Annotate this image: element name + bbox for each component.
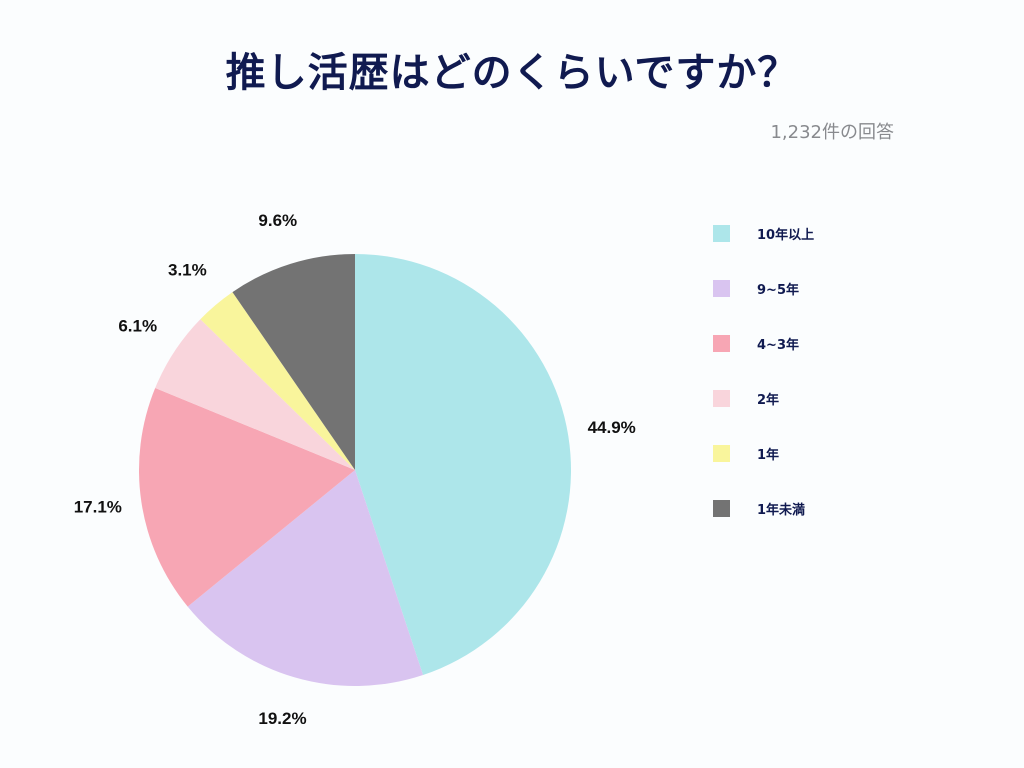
data-label: 6.1% [118, 317, 157, 336]
legend-label: 2年 [757, 393, 780, 408]
data-label: 9.6% [258, 211, 297, 230]
legend-item-9-5-years: 9~5年 [713, 261, 814, 316]
legend-swatch [713, 390, 730, 407]
legend-item-1-year: 1年 [713, 426, 814, 481]
data-label: 3.1% [168, 261, 207, 280]
legend-swatch [713, 500, 730, 517]
legend-item-under-1-year: 1年未満 [713, 481, 814, 536]
slice-2-years [155, 319, 355, 470]
legend-swatch [713, 225, 730, 242]
chart-title: 推し活歴はどのくらいですか？ [225, 50, 799, 96]
slice-10-plus-years [355, 254, 572, 676]
data-label: 44.9% [588, 418, 636, 437]
response-count: 1,232件の回答 [770, 122, 894, 143]
slice-1-year [200, 292, 355, 470]
data-label: 17.1% [74, 498, 122, 517]
legend-item-10-plus-years: 10年以上 [713, 206, 814, 261]
slice-9-5-years [187, 470, 424, 686]
legend-swatch [713, 445, 730, 462]
legend: 10年以上 9~5年 4~3年 2年 1年 1年未満 [713, 206, 814, 536]
legend-label: 9~5年 [757, 283, 799, 298]
slice-4-3-years [139, 387, 355, 607]
legend-label: 1年 [757, 448, 780, 463]
legend-label: 1年未満 [757, 503, 806, 518]
data-label: 19.2% [258, 709, 306, 728]
legend-label: 10年以上 [757, 228, 815, 243]
legend-swatch [713, 335, 730, 352]
legend-item-4-3-years: 4~3年 [713, 316, 814, 371]
legend-item-2-years: 2年 [713, 371, 814, 426]
legend-swatch [713, 280, 730, 297]
legend-label: 4~3年 [757, 338, 799, 353]
slice-under-1-year [232, 254, 355, 470]
